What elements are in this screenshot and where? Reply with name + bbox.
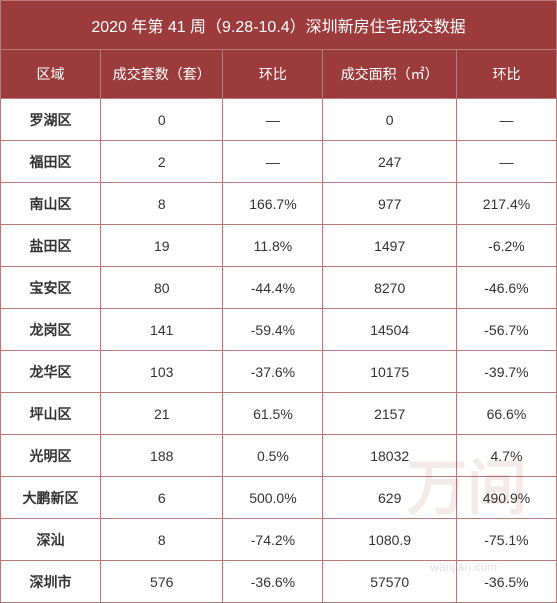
table-row: 光明区1880.5%180324.7% xyxy=(1,435,557,477)
housing-data-table: 2020 年第 41 周（9.28-10.4）深圳新房住宅成交数据 区域成交套数… xyxy=(0,0,557,603)
column-header-1: 成交套数（套） xyxy=(101,50,223,99)
district-cell: 南山区 xyxy=(1,183,101,225)
value-cell: -37.6% xyxy=(223,351,323,393)
value-cell: 19 xyxy=(101,225,223,267)
district-cell: 罗湖区 xyxy=(1,99,101,141)
value-cell: — xyxy=(456,99,556,141)
value-cell: 18032 xyxy=(323,435,456,477)
value-cell: -6.2% xyxy=(456,225,556,267)
value-cell: -75.1% xyxy=(456,519,556,561)
district-cell: 坪山区 xyxy=(1,393,101,435)
value-cell: -36.6% xyxy=(223,561,323,603)
value-cell: 1080.9 xyxy=(323,519,456,561)
value-cell: -36.5% xyxy=(456,561,556,603)
district-cell: 龙华区 xyxy=(1,351,101,393)
value-cell: 166.7% xyxy=(223,183,323,225)
table-row: 福田区2—247— xyxy=(1,141,557,183)
table-row: 罗湖区0—0— xyxy=(1,99,557,141)
district-cell: 深汕 xyxy=(1,519,101,561)
table-row: 深圳市576-36.6%57570-36.5% xyxy=(1,561,557,603)
district-cell: 宝安区 xyxy=(1,267,101,309)
value-cell: 11.8% xyxy=(223,225,323,267)
value-cell: — xyxy=(223,141,323,183)
value-cell: 14504 xyxy=(323,309,456,351)
value-cell: 21 xyxy=(101,393,223,435)
value-cell: 80 xyxy=(101,267,223,309)
value-cell: 8 xyxy=(101,519,223,561)
table-row: 坪山区2161.5%215766.6% xyxy=(1,393,557,435)
district-cell: 大鹏新区 xyxy=(1,477,101,519)
value-cell: 8270 xyxy=(323,267,456,309)
value-cell: 629 xyxy=(323,477,456,519)
value-cell: -56.7% xyxy=(456,309,556,351)
header-row: 区域成交套数（套）环比成交面积（㎡）环比 xyxy=(1,50,557,99)
value-cell: 0 xyxy=(323,99,456,141)
value-cell: 10175 xyxy=(323,351,456,393)
value-cell: 188 xyxy=(101,435,223,477)
value-cell: -59.4% xyxy=(223,309,323,351)
district-cell: 福田区 xyxy=(1,141,101,183)
value-cell: 977 xyxy=(323,183,456,225)
district-cell: 盐田区 xyxy=(1,225,101,267)
table-row: 深汕8-74.2%1080.9-75.1% xyxy=(1,519,557,561)
district-cell: 龙岗区 xyxy=(1,309,101,351)
value-cell: -46.6% xyxy=(456,267,556,309)
column-header-4: 环比 xyxy=(456,50,556,99)
value-cell: -39.7% xyxy=(456,351,556,393)
value-cell: 217.4% xyxy=(456,183,556,225)
table-body: 罗湖区0—0—福田区2—247—南山区8166.7%977217.4%盐田区19… xyxy=(1,99,557,603)
table-row: 南山区8166.7%977217.4% xyxy=(1,183,557,225)
column-header-3: 成交面积（㎡） xyxy=(323,50,456,99)
table-row: 龙华区103-37.6%10175-39.7% xyxy=(1,351,557,393)
column-header-2: 环比 xyxy=(223,50,323,99)
value-cell: — xyxy=(456,141,556,183)
column-header-0: 区域 xyxy=(1,50,101,99)
value-cell: 66.6% xyxy=(456,393,556,435)
value-cell: 57570 xyxy=(323,561,456,603)
district-cell: 深圳市 xyxy=(1,561,101,603)
value-cell: 500.0% xyxy=(223,477,323,519)
value-cell: 8 xyxy=(101,183,223,225)
value-cell: 103 xyxy=(101,351,223,393)
value-cell: 141 xyxy=(101,309,223,351)
value-cell: 2 xyxy=(101,141,223,183)
value-cell: 2157 xyxy=(323,393,456,435)
table-title: 2020 年第 41 周（9.28-10.4）深圳新房住宅成交数据 xyxy=(1,1,557,50)
value-cell: 4.7% xyxy=(456,435,556,477)
value-cell: -74.2% xyxy=(223,519,323,561)
value-cell: 576 xyxy=(101,561,223,603)
title-row: 2020 年第 41 周（9.28-10.4）深圳新房住宅成交数据 xyxy=(1,1,557,50)
table-row: 大鹏新区6500.0%629490.9% xyxy=(1,477,557,519)
district-cell: 光明区 xyxy=(1,435,101,477)
value-cell: 61.5% xyxy=(223,393,323,435)
value-cell: 247 xyxy=(323,141,456,183)
value-cell: 490.9% xyxy=(456,477,556,519)
value-cell: 0 xyxy=(101,99,223,141)
value-cell: -44.4% xyxy=(223,267,323,309)
value-cell: — xyxy=(223,99,323,141)
value-cell: 1497 xyxy=(323,225,456,267)
table-row: 盐田区1911.8%1497-6.2% xyxy=(1,225,557,267)
value-cell: 0.5% xyxy=(223,435,323,477)
table-row: 龙岗区141-59.4%14504-56.7% xyxy=(1,309,557,351)
value-cell: 6 xyxy=(101,477,223,519)
table-row: 宝安区80-44.4%8270-46.6% xyxy=(1,267,557,309)
